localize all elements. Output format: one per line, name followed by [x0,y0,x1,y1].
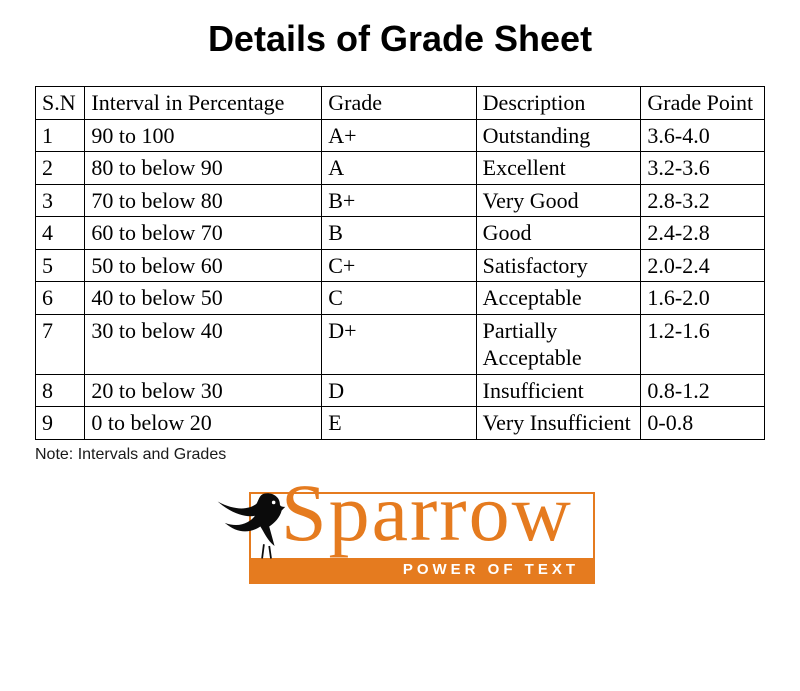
cell-grade: C [322,282,476,315]
cell-sn: 9 [36,407,85,440]
grade-table-body: 1 90 to 100 A+ Outstanding 3.6-4.0 2 80 … [36,119,765,439]
table-row: 8 20 to below 30 D Insufficient 0.8-1.2 [36,374,765,407]
page: Details of Grade Sheet S.N Interval in P… [0,0,800,590]
table-row: 6 40 to below 50 C Acceptable 1.6-2.0 [36,282,765,315]
sparrow-logo: Sparrow POWER OF TEXT [201,486,599,590]
cell-int: 0 to below 20 [85,407,322,440]
cell-int: 60 to below 70 [85,217,322,250]
cell-desc: Insufficient [476,374,641,407]
cell-grade: C+ [322,249,476,282]
cell-grade: D+ [322,314,476,374]
cell-desc: Very Good [476,184,641,217]
cell-int: 90 to 100 [85,119,322,152]
cell-sn: 6 [36,282,85,315]
cell-gp: 0.8-1.2 [641,374,765,407]
cell-desc: Partially Acceptable [476,314,641,374]
cell-sn: 1 [36,119,85,152]
cell-gp: 1.6-2.0 [641,282,765,315]
cell-grade: A+ [322,119,476,152]
cell-grade: B [322,217,476,250]
cell-gp: 2.4-2.8 [641,217,765,250]
cell-gp: 3.6-4.0 [641,119,765,152]
cell-sn: 2 [36,152,85,185]
cell-int: 30 to below 40 [85,314,322,374]
page-title: Details of Grade Sheet [35,18,765,60]
grade-table-header: S.N Interval in Percentage Grade Descrip… [36,87,765,120]
cell-grade: D [322,374,476,407]
cell-desc: Good [476,217,641,250]
cell-desc: Excellent [476,152,641,185]
cell-gp: 2.0-2.4 [641,249,765,282]
cell-sn: 3 [36,184,85,217]
col-description: Description [476,87,641,120]
table-note: Note: Intervals and Grades [35,446,765,464]
col-grade: Grade [322,87,476,120]
cell-gp: 3.2-3.6 [641,152,765,185]
table-row: 5 50 to below 60 C+ Satisfactory 2.0-2.4 [36,249,765,282]
cell-int: 80 to below 90 [85,152,322,185]
table-row: 4 60 to below 70 B Good 2.4-2.8 [36,217,765,250]
cell-int: 70 to below 80 [85,184,322,217]
col-interval: Interval in Percentage [85,87,322,120]
grade-table: S.N Interval in Percentage Grade Descrip… [35,86,765,440]
cell-sn: 7 [36,314,85,374]
cell-sn: 4 [36,217,85,250]
col-gradepoint: Grade Point [641,87,765,120]
cell-desc: Satisfactory [476,249,641,282]
cell-grade: B+ [322,184,476,217]
cell-gp: 2.8-3.2 [641,184,765,217]
col-sn: S.N [36,87,85,120]
logo-wordmark: Sparrow [281,472,573,554]
cell-sn: 5 [36,249,85,282]
table-row: 2 80 to below 90 A Excellent 3.2-3.6 [36,152,765,185]
logo-tagline: POWER OF TEXT [403,561,579,578]
cell-int: 50 to below 60 [85,249,322,282]
table-row: 3 70 to below 80 B+ Very Good 2.8-3.2 [36,184,765,217]
sparrow-icon [207,482,303,562]
cell-desc: Outstanding [476,119,641,152]
cell-gp: 0-0.8 [641,407,765,440]
cell-int: 40 to below 50 [85,282,322,315]
table-row: 9 0 to below 20 E Very Insufficient 0-0.… [36,407,765,440]
cell-gp: 1.2-1.6 [641,314,765,374]
cell-int: 20 to below 30 [85,374,322,407]
cell-grade: A [322,152,476,185]
table-row: 1 90 to 100 A+ Outstanding 3.6-4.0 [36,119,765,152]
cell-grade: E [322,407,476,440]
logo-wrap: Sparrow POWER OF TEXT [35,486,765,590]
cell-desc: Very Insufficient [476,407,641,440]
cell-sn: 8 [36,374,85,407]
table-row: 7 30 to below 40 D+ Partially Acceptable… [36,314,765,374]
cell-desc: Acceptable [476,282,641,315]
